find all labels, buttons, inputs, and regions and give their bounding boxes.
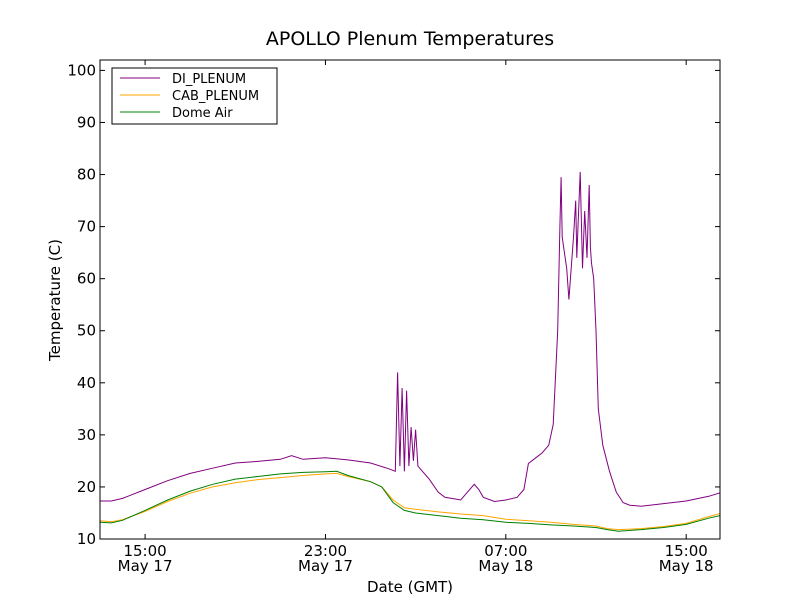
x-tick-label-time: 07:00 [484, 542, 527, 560]
series-line-dome-air [100, 470, 720, 532]
legend-box [111, 67, 278, 125]
x-tick-label-date: May 18 [659, 557, 714, 575]
x-tick-label-time: 15:00 [123, 542, 166, 560]
y-tick-label: 100 [67, 61, 96, 79]
legend: DI_PLENUM CAB_PLENUM Dome Air [111, 67, 278, 125]
plot-frame [99, 59, 721, 540]
y-tick-label: 70 [77, 218, 96, 236]
legend-label: DI_PLENUM [172, 72, 246, 87]
y-tick-label: 30 [77, 426, 96, 444]
x-tick-label-time: 23:00 [304, 542, 347, 560]
y-tick-label: 90 [77, 113, 96, 131]
series-line-di-plenum [100, 171, 720, 507]
y-tick-label: 40 [77, 374, 96, 392]
y-tick-label: 20 [77, 478, 96, 496]
chart-title: APOLLO Plenum Temperatures [266, 28, 554, 50]
x-axis-label: Date (GMT) [367, 578, 453, 596]
series-line-cab-plenum [100, 472, 720, 531]
legend-label: Dome Air [172, 106, 233, 121]
y-tick-label: 80 [77, 166, 96, 184]
x-tick-label-date: May 17 [118, 557, 173, 575]
y-tick-label: 50 [77, 322, 96, 340]
x-tick-label-date: May 18 [478, 557, 533, 575]
legend-label: CAB_PLENUM [172, 89, 259, 104]
x-tick-label-date: May 17 [298, 557, 353, 575]
x-tick-label-time: 15:00 [665, 542, 708, 560]
y-tick-label: 10 [77, 530, 96, 548]
y-tick-label: 60 [77, 270, 96, 288]
y-axis-label: Temperature (C) [46, 239, 64, 362]
